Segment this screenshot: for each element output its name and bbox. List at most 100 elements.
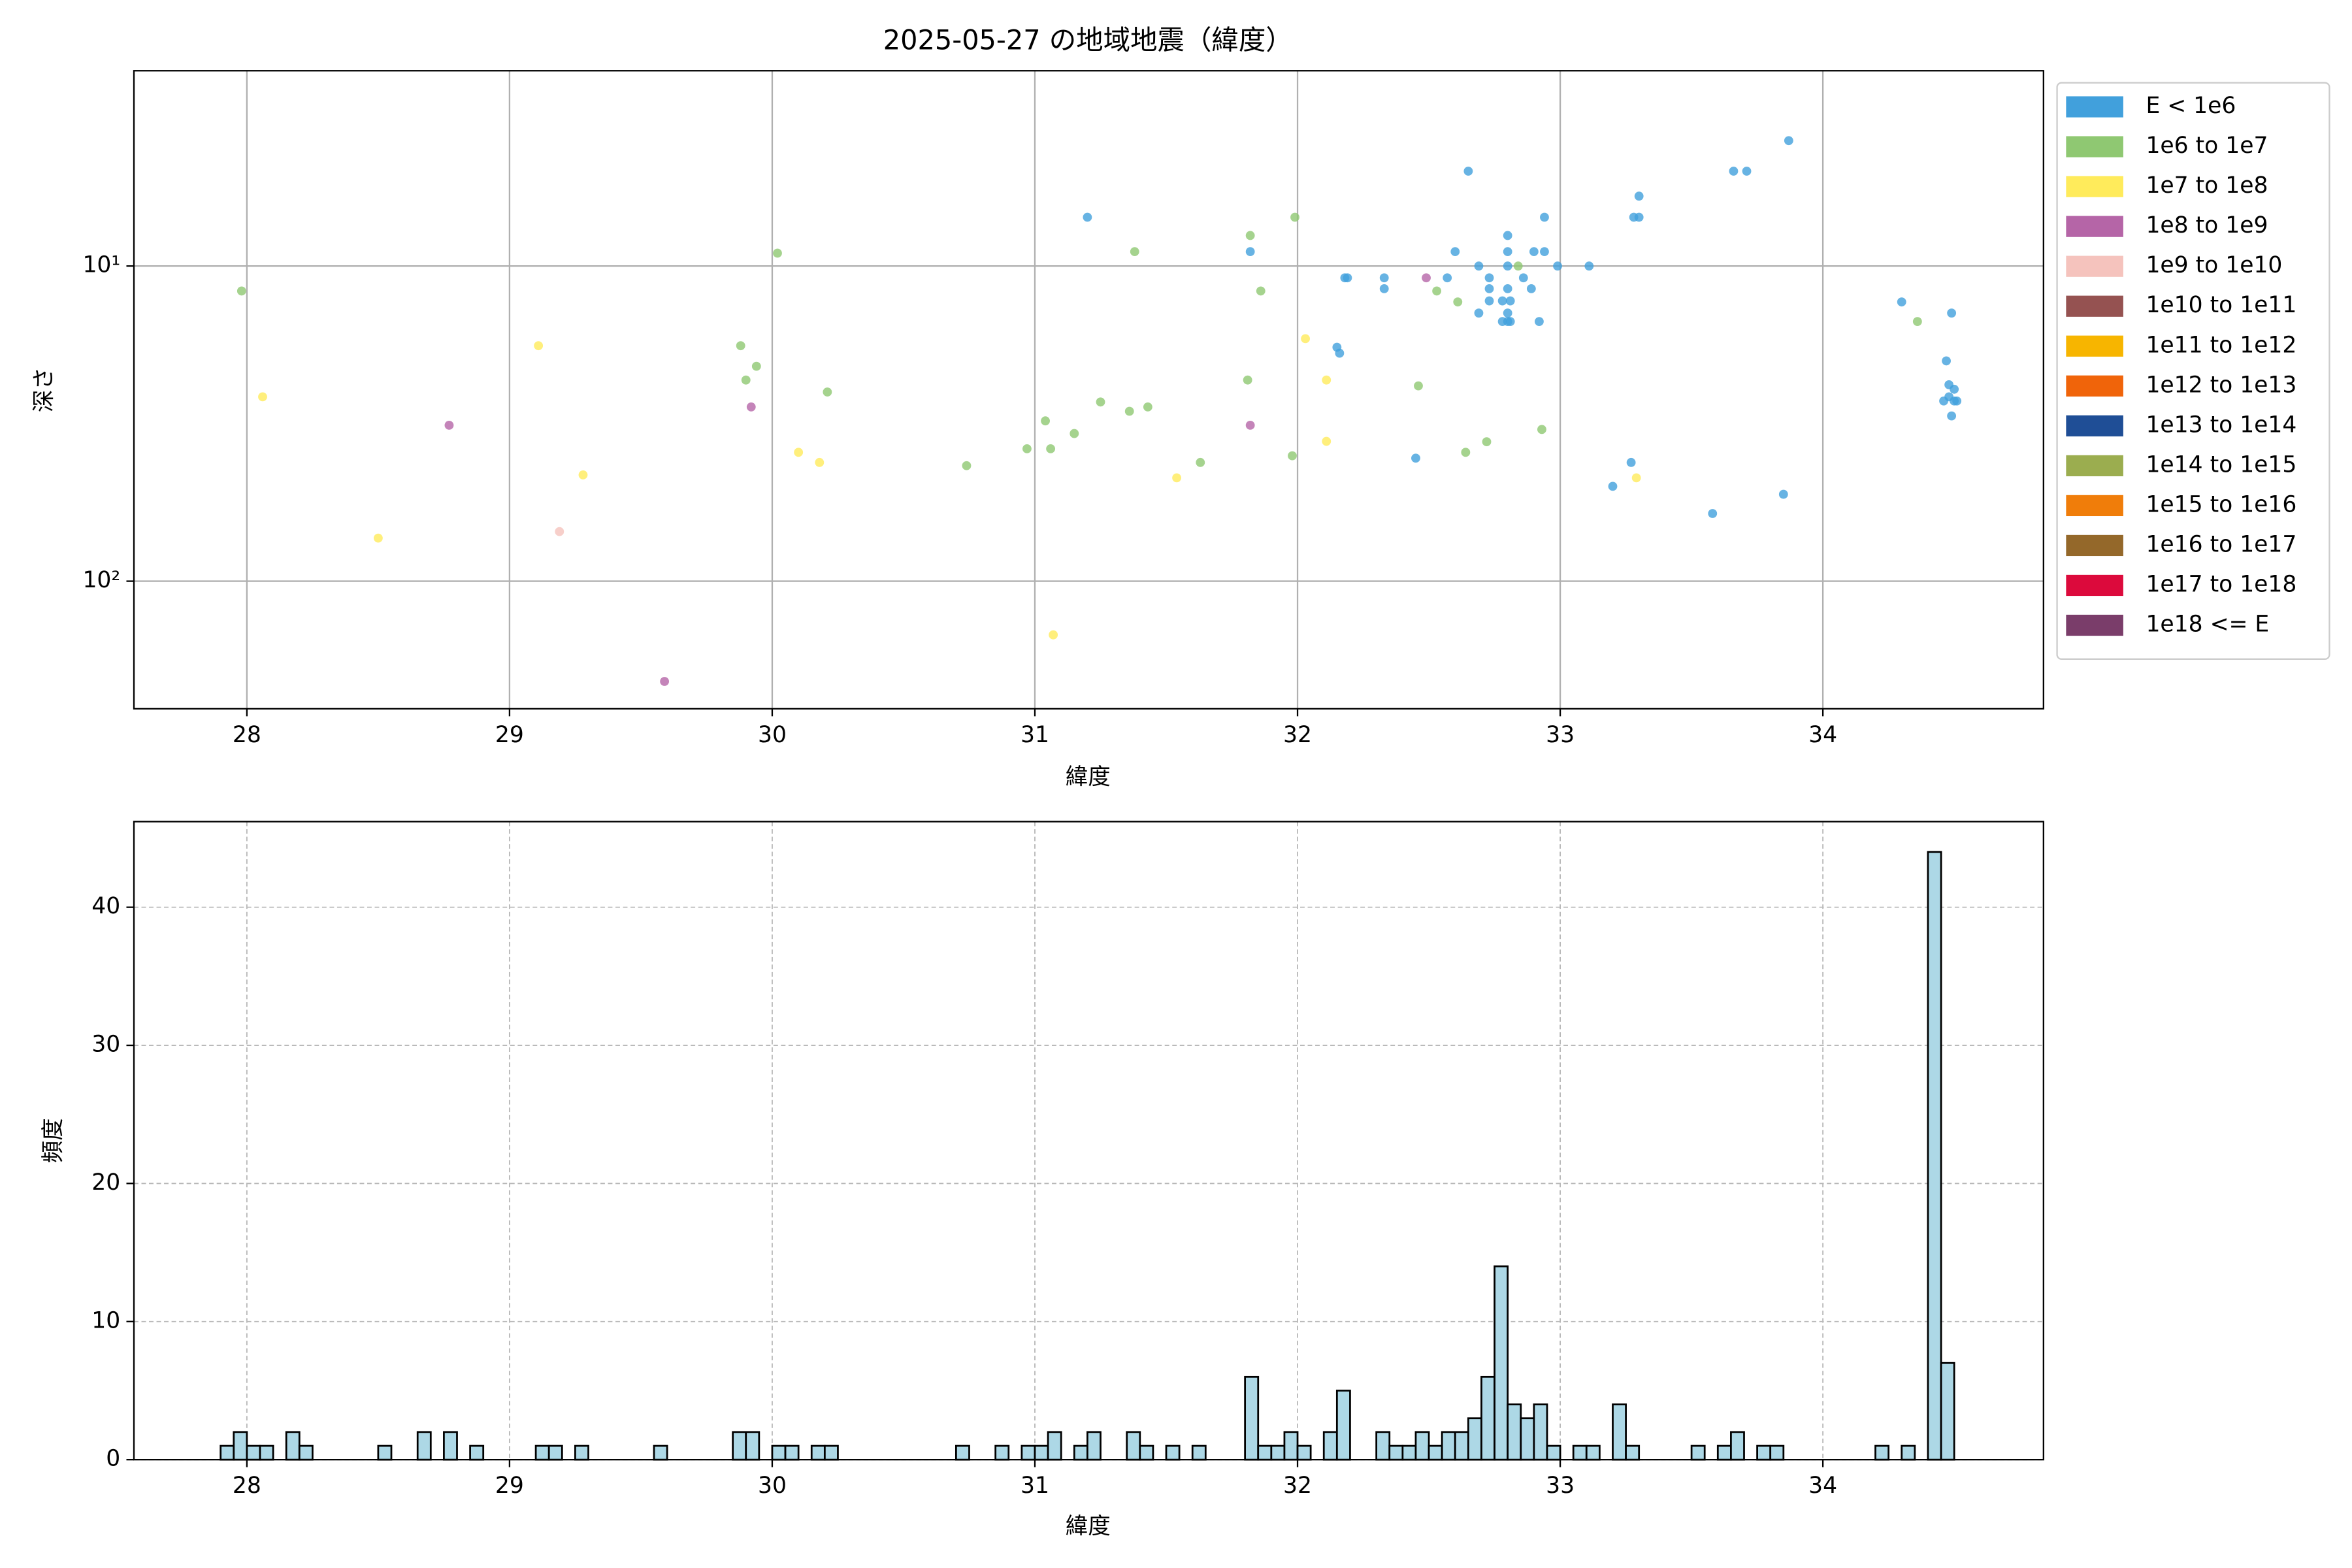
point: [1513, 261, 1523, 271]
y-axis-label: 深さ: [31, 367, 57, 412]
point: [1497, 317, 1507, 327]
point: [736, 341, 745, 351]
point: [1634, 191, 1644, 201]
point: [1553, 261, 1562, 271]
histogram-bar: [955, 1445, 970, 1461]
point: [1443, 273, 1452, 283]
point: [1505, 296, 1515, 306]
histogram-bar: [574, 1445, 589, 1461]
histogram-bar: [1454, 1431, 1469, 1461]
histogram-bar: [1139, 1445, 1154, 1461]
point: [1379, 284, 1389, 293]
point: [1083, 212, 1092, 222]
point: [1482, 437, 1492, 447]
x-axis-label: 緯度: [1066, 1513, 1111, 1539]
point: [1245, 231, 1255, 240]
histogram-bar: [1257, 1445, 1273, 1461]
x-tick-label: 34: [1808, 722, 1837, 748]
point: [1729, 167, 1739, 176]
histogram-bar: [1927, 851, 1942, 1461]
histogram-bar: [745, 1431, 760, 1461]
scatter-panel: 28 29 30 31 32 33 34 10¹ 10² E < 1e6 1e6 to 1e7 1e7…: [82, 70, 2330, 748]
histogram-bar: [1073, 1445, 1088, 1461]
axes-frame: [133, 821, 2044, 1461]
point: [1288, 451, 1297, 461]
point: [1124, 406, 1134, 416]
legend-swatch: [2066, 216, 2123, 237]
point: [1947, 411, 1957, 421]
point: [373, 533, 383, 543]
point: [1537, 425, 1546, 434]
y-tick-label: 40: [91, 893, 120, 919]
point: [1245, 247, 1255, 257]
legend-swatch: [2066, 176, 2123, 197]
point: [1634, 212, 1644, 222]
point: [258, 392, 267, 402]
point: [1335, 348, 1345, 358]
histogram-bar: [1165, 1445, 1181, 1461]
histogram-bar: [1730, 1431, 1745, 1461]
legend-swatch: [2066, 295, 2123, 317]
histogram-bar: [534, 1445, 550, 1461]
histogram-bar: [1901, 1445, 1916, 1461]
y-tick-label: 10¹: [82, 252, 120, 278]
point: [1243, 375, 1252, 385]
histogram-bar: [823, 1445, 839, 1461]
point: [237, 286, 246, 296]
point: [1608, 482, 1618, 491]
histogram-bar: [1375, 1431, 1391, 1461]
point: [1379, 273, 1389, 283]
histogram-bar: [1756, 1445, 1772, 1461]
legend-swatch: [2066, 415, 2123, 436]
x-tick-label: 32: [1283, 722, 1312, 748]
point: [1301, 334, 1311, 344]
histogram-panel: 28 29 30 31 32 33 34 0 10 20 30 40: [91, 821, 2044, 1499]
point: [1172, 473, 1182, 483]
point: [1526, 284, 1536, 293]
histogram-bar: [1625, 1445, 1641, 1461]
point: [578, 470, 588, 480]
legend-swatch: [2066, 335, 2123, 357]
x-tick-label: 33: [1546, 722, 1575, 748]
x-tick-label: 31: [1021, 722, 1049, 748]
point: [1518, 273, 1528, 283]
histogram-bar: [259, 1445, 274, 1461]
histogram-bar: [246, 1445, 261, 1461]
point: [1411, 453, 1420, 463]
point: [1070, 429, 1079, 438]
point: [1322, 375, 1331, 385]
histogram-bar: [1533, 1403, 1548, 1461]
histogram-bar: [1940, 1362, 1955, 1461]
x-tick-label: 30: [758, 722, 787, 748]
point: [1503, 284, 1512, 293]
y-tick-label: 20: [91, 1169, 120, 1196]
point: [1778, 489, 1788, 499]
legend-swatch: [2066, 614, 2123, 636]
point: [1540, 212, 1549, 222]
x-tick-label: 30: [758, 1473, 787, 1499]
y-tick-label: 10: [91, 1307, 120, 1333]
histogram-bar: [285, 1431, 301, 1461]
x-axis-label: 緯度: [1066, 764, 1111, 790]
point: [1947, 308, 1957, 318]
point: [1450, 247, 1460, 257]
point: [1422, 273, 1431, 283]
x-tick-label: 33: [1546, 1473, 1575, 1499]
point: [1784, 136, 1793, 146]
point: [444, 420, 454, 430]
y-axis-label: 頻度: [40, 1118, 66, 1163]
point: [1535, 317, 1544, 327]
point: [1432, 286, 1442, 296]
legend-label: 1e7 to 1e8: [2146, 172, 2268, 199]
point: [1484, 273, 1494, 283]
point: [1049, 630, 1058, 640]
legend-swatch: [2066, 255, 2123, 277]
legend-label: E < 1e6: [2146, 93, 2236, 119]
histogram-bar: [1086, 1431, 1102, 1461]
point: [1952, 396, 1962, 406]
point: [1474, 308, 1484, 318]
point: [1540, 247, 1549, 257]
legend-label: 1e10 to 1e11: [2146, 292, 2296, 318]
